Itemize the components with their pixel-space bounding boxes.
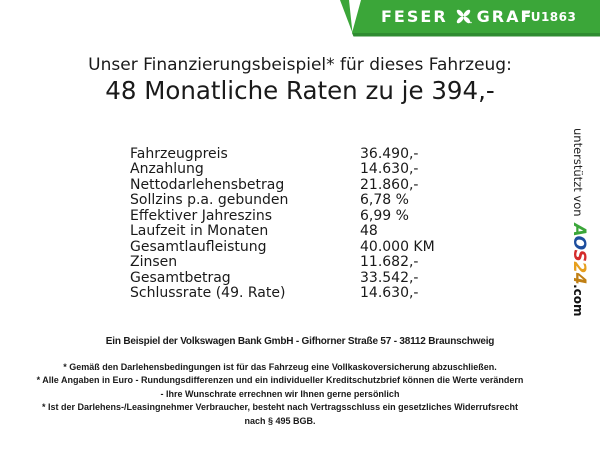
aos24-logo: AOS24	[569, 224, 589, 285]
aos24-letter: A	[569, 223, 589, 236]
table-row: Gesamtlaufleistung 40.000 KM	[130, 238, 460, 255]
aos24-letter: O	[569, 235, 589, 250]
brand-logo: FESER GRAF	[381, 0, 533, 33]
row-value: 14.630,-	[360, 285, 419, 302]
sidebar-credit: unterstützt von AOS24 .com	[569, 128, 589, 316]
clover-x-icon	[456, 9, 472, 24]
row-label: Gesamtlaufleistung	[130, 238, 267, 255]
table-row: Fahrzeugpreis 36.490,-	[130, 146, 460, 162]
row-label: Nettodarlehensbetrag	[130, 176, 285, 193]
brand-word-left: FESER	[381, 6, 448, 26]
aos24-letter: 4	[569, 272, 589, 285]
table-row: Gesamtbetrag 33.542,-	[130, 269, 460, 286]
page-title: Unser Finanzierungsbeispiel* für dieses …	[88, 55, 512, 75]
row-value: 40.000 KM	[360, 238, 435, 255]
table-row: Effektiver Jahreszins 6,99 %	[130, 207, 460, 224]
footnote-line: * Gemäß den Darlehensbedingungen ist für…	[63, 362, 497, 372]
banner-sliver	[340, 0, 353, 33]
table-row: Anzahlung 14.630,-	[130, 161, 460, 178]
row-value: 11.682,-	[360, 254, 419, 271]
row-value: 36.490,-	[360, 146, 419, 162]
row-value: 33.542,-	[360, 269, 419, 286]
footnote-line: * Ist der Darlehens-/Leasingnehmer Verbr…	[41, 402, 519, 413]
table-row: Schlussrate (49. Rate) 14.630,-	[130, 285, 460, 302]
row-value: 21.860,-	[360, 176, 419, 193]
brand-word-right: GRAF	[476, 6, 534, 26]
row-label: Sollzins p.a. gebunden	[130, 192, 289, 209]
row-label: Fahrzeugpreis	[130, 146, 228, 162]
footnote-line: * Alle Angaben in Euro - Rundungsdiffere…	[36, 375, 524, 386]
supported-by-label: unterstützt von	[571, 128, 585, 217]
row-value: 14.630,-	[360, 161, 419, 178]
row-value: 48	[360, 223, 378, 240]
vehicle-code-badge: FU1863	[522, 9, 577, 24]
bank-example-line: Ein Beispiel der Volkswagen Bank GmbH - …	[105, 336, 495, 347]
monthly-rate-title: 48 Monatliche Raten zu je 394,-	[105, 76, 495, 105]
table-row: Sollzins p.a. gebunden 6,78 %	[130, 192, 460, 209]
footnotes-block: * Gemäß den Darlehensbedingungen ist für…	[0, 361, 560, 428]
row-label: Anzahlung	[130, 161, 204, 178]
banner-bottom-edge	[352, 33, 600, 37]
table-row: Zinsen 11.682,-	[130, 254, 460, 271]
aos24-suffix: .com	[571, 284, 585, 317]
row-label: Laufzeit in Monaten	[130, 223, 269, 240]
row-label: Gesamtbetrag	[130, 269, 231, 286]
row-value: 6,78 %	[360, 192, 409, 209]
headline-block: Unser Finanzierungsbeispiel* für dieses …	[0, 54, 600, 106]
brand-banner	[340, 0, 600, 37]
table-row: Nettodarlehensbetrag 21.860,-	[130, 176, 460, 193]
row-value: 6,99 %	[360, 207, 409, 224]
row-label: Zinsen	[130, 254, 178, 271]
table-row: Laufzeit in Monaten 48	[130, 223, 460, 240]
row-label: Schlussrate (49. Rate)	[130, 285, 286, 302]
aos24-letter: S	[569, 249, 589, 262]
row-label: Effektiver Jahreszins	[130, 207, 273, 224]
finance-table: Fahrzeugpreis 36.490,- Anzahlung 14.630,…	[130, 146, 460, 302]
footnote-line: nach § 495 BGB.	[244, 415, 316, 426]
banner-bar	[352, 0, 600, 33]
footnote-line: - Ihre Wunschrate errechnen wir Ihnen ge…	[160, 388, 400, 399]
aos24-letter: 2	[569, 261, 589, 273]
